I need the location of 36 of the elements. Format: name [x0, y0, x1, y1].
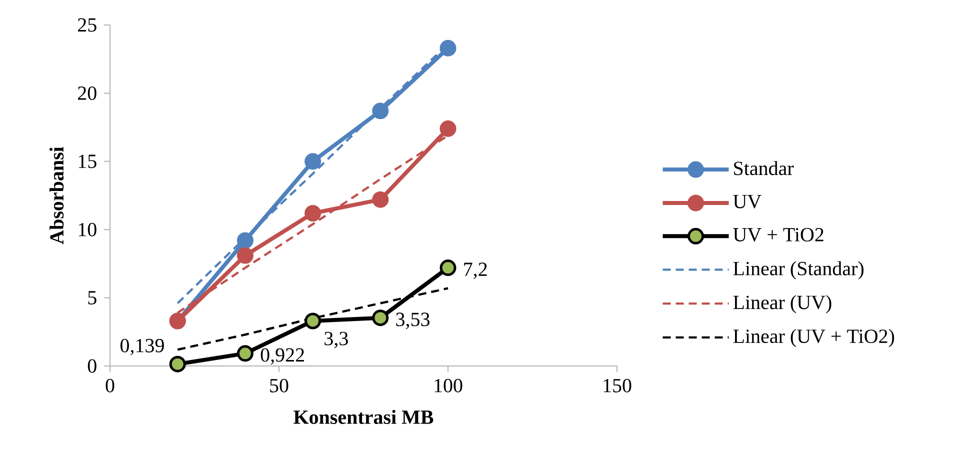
y-tick-label: 0 — [88, 359, 96, 373]
data-label: 0,139 — [120, 338, 164, 356]
y-tick-label: 20 — [78, 86, 96, 100]
x-tick-label: 100 — [434, 378, 462, 392]
point — [372, 310, 389, 326]
legend-label: Linear (UV + TiO2) — [733, 328, 894, 348]
point — [169, 356, 186, 372]
legend-label: UV — [733, 194, 762, 208]
x-tick-label: 150 — [604, 378, 632, 392]
y-tick-label: 10 — [78, 222, 96, 236]
point — [440, 260, 456, 276]
x-tick-label: 50 — [270, 378, 288, 392]
y-axis-title: Absorbansi — [50, 146, 64, 244]
y-tick-label: 25 — [78, 18, 96, 32]
legend-label: UV + TiO2 — [733, 228, 824, 242]
data-label: 0,922 — [260, 348, 304, 365]
point — [236, 247, 254, 264]
x-tick-label: 0 — [106, 378, 114, 392]
point — [440, 40, 456, 56]
point — [304, 312, 322, 330]
point — [440, 120, 456, 137]
point — [304, 204, 322, 222]
point — [372, 102, 389, 120]
data-label: 7,2 — [464, 262, 487, 279]
data-label: 3,53 — [396, 312, 430, 330]
legend-label: Linear (UV) — [733, 295, 832, 314]
point — [372, 191, 389, 208]
legend-label: Standar — [734, 161, 794, 176]
data-label: 3,3 — [324, 332, 348, 348]
point — [236, 345, 254, 362]
y-tick-label: 5 — [88, 291, 96, 304]
x-axis-title: Konsentrasi MB — [294, 410, 434, 424]
legend-label: Linear (Standar) — [733, 261, 864, 280]
y-tick-label: 15 — [78, 154, 96, 168]
point — [236, 232, 254, 249]
point — [304, 153, 322, 170]
